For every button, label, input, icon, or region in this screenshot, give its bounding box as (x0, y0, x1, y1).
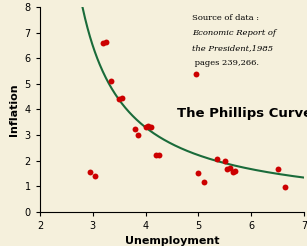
Text: The Phillips Curve: The Phillips Curve (177, 107, 307, 120)
Point (87, 170, 92, 174)
Point (222, 158, 227, 162)
Point (214, 157, 219, 161)
Point (133, 127, 138, 131)
Point (233, 169, 238, 173)
Point (227, 166, 232, 170)
Point (117, 97, 122, 101)
Point (196, 171, 201, 175)
Point (109, 79, 114, 83)
Point (103, 40, 108, 44)
Text: pages 239,266.: pages 239,266. (192, 60, 259, 67)
Point (156, 154, 161, 157)
Y-axis label: Inflation: Inflation (9, 83, 19, 136)
Point (275, 168, 280, 171)
Point (148, 125, 153, 129)
Point (193, 72, 198, 76)
Text: Economic Report of: Economic Report of (192, 29, 276, 37)
Point (146, 124, 151, 128)
Point (119, 96, 124, 100)
X-axis label: Unemployment: Unemployment (125, 236, 219, 246)
Point (135, 133, 140, 137)
Point (201, 180, 206, 184)
Point (101, 41, 106, 45)
Point (283, 185, 288, 189)
Text: Source of data :: Source of data : (192, 14, 259, 21)
Point (93, 174, 98, 178)
Text: the President,1985: the President,1985 (192, 44, 273, 52)
Point (225, 168, 230, 171)
Point (143, 125, 148, 129)
Point (230, 170, 235, 174)
Point (154, 154, 158, 157)
